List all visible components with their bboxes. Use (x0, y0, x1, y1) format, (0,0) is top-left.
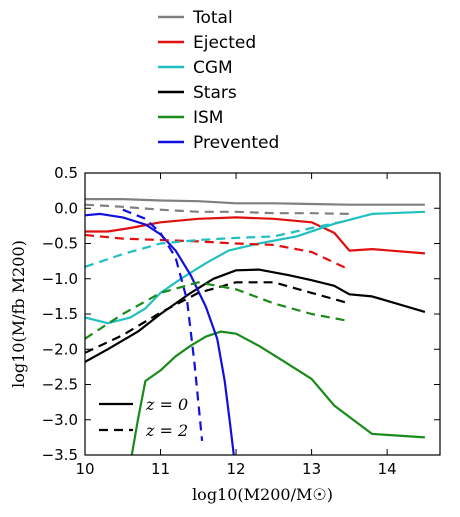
y-axis-label: log10(M/fb M200) (9, 240, 28, 388)
series-line-ism-z-2 (85, 281, 350, 340)
x-tick-label: 10 (75, 460, 94, 478)
y-tick-label: 0.0 (54, 199, 78, 217)
y-tick-label: −3.5 (42, 446, 78, 464)
x-tick-label: 12 (227, 460, 246, 478)
y-tick-label: −2.5 (42, 376, 78, 394)
series-line-stars (85, 268, 426, 363)
series-line-cgm (85, 210, 425, 325)
series-line-ism (130, 330, 425, 455)
y-tick-label: −1.0 (42, 270, 78, 288)
y-tick-label: 0.5 (54, 164, 78, 182)
series-line-cgm-z-2 (85, 219, 350, 268)
legend-label-ism: ISM (193, 108, 223, 128)
series-line-prevented (85, 212, 235, 455)
series-line-ejected-z-2 (85, 233, 350, 271)
style-legend-label-z-0: z = 0 (145, 395, 188, 414)
linestyle-legend: z = 0 z = 2 (99, 395, 188, 440)
series-line-prevented-z-2 (122, 208, 204, 442)
legend-label-total: Total (192, 8, 233, 28)
axis-labels: log10(M200/M☉) log10(M/fb M200) (9, 240, 333, 504)
axes: 10 11 12 13 14 0.5 0.0 −0.5 −1.0 −1.5 −2.0 −2.5 −3.0… (42, 164, 441, 478)
series-line-stars-z-2 (85, 281, 350, 354)
x-tick-label: 13 (302, 460, 321, 478)
plot-lines (85, 198, 426, 455)
series-line-ejected (85, 216, 425, 255)
legend-label-prevented: Prevented (193, 133, 279, 153)
x-tick-label: 11 (151, 460, 170, 478)
y-tick-label: −1.5 (42, 305, 78, 323)
x-axis-label: log10(M200/M☉) (192, 485, 333, 504)
series-legend: Total Ejected CGM Stars ISM Prevented (158, 8, 279, 153)
legend-label-cgm: CGM (193, 58, 233, 78)
x-tick-label: 14 (378, 460, 397, 478)
y-tick-label: −2.0 (42, 340, 78, 358)
style-legend-label-z-2: z = 2 (145, 421, 188, 440)
legend-label-ejected: Ejected (193, 33, 256, 53)
legend-label-stars: Stars (193, 83, 237, 103)
y-tick-label: −3.0 (42, 411, 78, 429)
series-line-total (85, 198, 425, 206)
y-tick-label: −0.5 (42, 235, 78, 253)
